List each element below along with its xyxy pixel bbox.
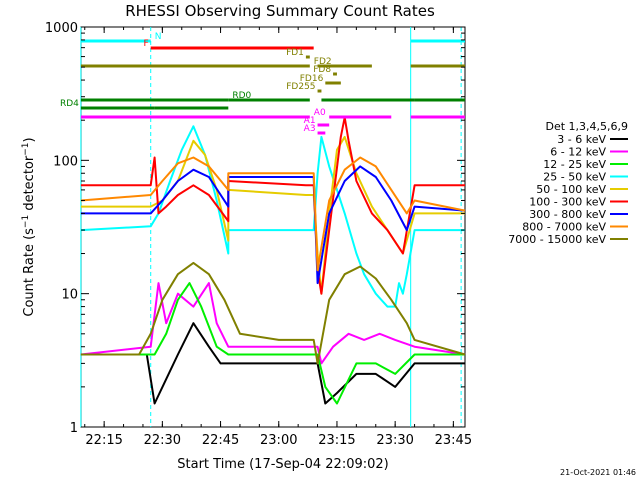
flag-label-a3: A3 (304, 124, 316, 134)
generation-timestamp: 21-Oct-2021 01:46 (560, 468, 636, 477)
chart-title: RHESSI Observing Summary Count Rates (125, 2, 435, 20)
y-tick-label-0: 1 (70, 421, 78, 436)
x-tick-label-0: 22:15 (85, 433, 122, 448)
y-tick-label-3: 1000 (45, 21, 78, 36)
axis-tick-layer: 22:15 22:30 22:45 23:00 23:15 23:30 23:45 1 10 10… (45, 21, 472, 448)
flag-label-fd8: FD8 (313, 65, 331, 75)
legend-label-7: 800 - 7000 keV (522, 221, 606, 234)
flag-label-f: F (144, 39, 149, 49)
legend-label-1: 6 - 12 keV (550, 146, 606, 159)
flag-label-a1: A1 (304, 116, 316, 126)
x-tick-label-4: 23:15 (318, 433, 355, 448)
y-tick-label-2: 100 (53, 154, 78, 169)
flag-label-a0: A0 (314, 108, 326, 118)
legend-label-4: 50 - 100 keV (536, 183, 606, 196)
x-tick-label-5: 23:30 (376, 433, 413, 448)
legend-label-8: 7000 - 15000 keV (508, 233, 606, 246)
flag-label-fd2: FD2 (314, 57, 332, 67)
series-layer (80, 116, 466, 405)
x-tick-label-6: 23:45 (435, 433, 472, 448)
legend-label-2: 12 - 25 keV (543, 158, 606, 171)
flag-label-fd1: FD1 (286, 48, 304, 58)
x-axis-label: Start Time (17-Sep-04 22:09:02) (177, 457, 388, 472)
series-line-7 (80, 156, 466, 272)
legend-label-6: 300 - 800 keV (529, 208, 606, 221)
legend-title: Det 1,3,4,5,6,9 (545, 120, 628, 133)
series-line-1 (80, 282, 466, 365)
x-tick-label-1: 22:30 (144, 433, 181, 448)
series-line-2 (80, 282, 465, 405)
series-line-3 (80, 125, 465, 308)
flag-label-rd0: RD0 (232, 91, 251, 101)
series-line-8 (80, 261, 466, 365)
legend-label-5: 100 - 300 keV (529, 196, 606, 209)
flag-label-fd16: FD16 (300, 74, 324, 84)
flag-label-fd255: FD255 (286, 82, 315, 92)
flag-label-rd4: RD4 (60, 99, 79, 109)
flag-label-n: N (155, 32, 162, 42)
legend-label-0: 3 - 6 keV (557, 133, 606, 146)
y-axis-label: Count Rate (s−1 detector−1) (21, 137, 37, 316)
legend-label-3: 25 - 50 keV (543, 171, 606, 184)
y-tick-label-1: 10 (61, 288, 78, 303)
series-line-0 (80, 322, 465, 405)
x-tick-label-3: 23:00 (260, 433, 297, 448)
x-tick-label-2: 22:45 (202, 433, 239, 448)
